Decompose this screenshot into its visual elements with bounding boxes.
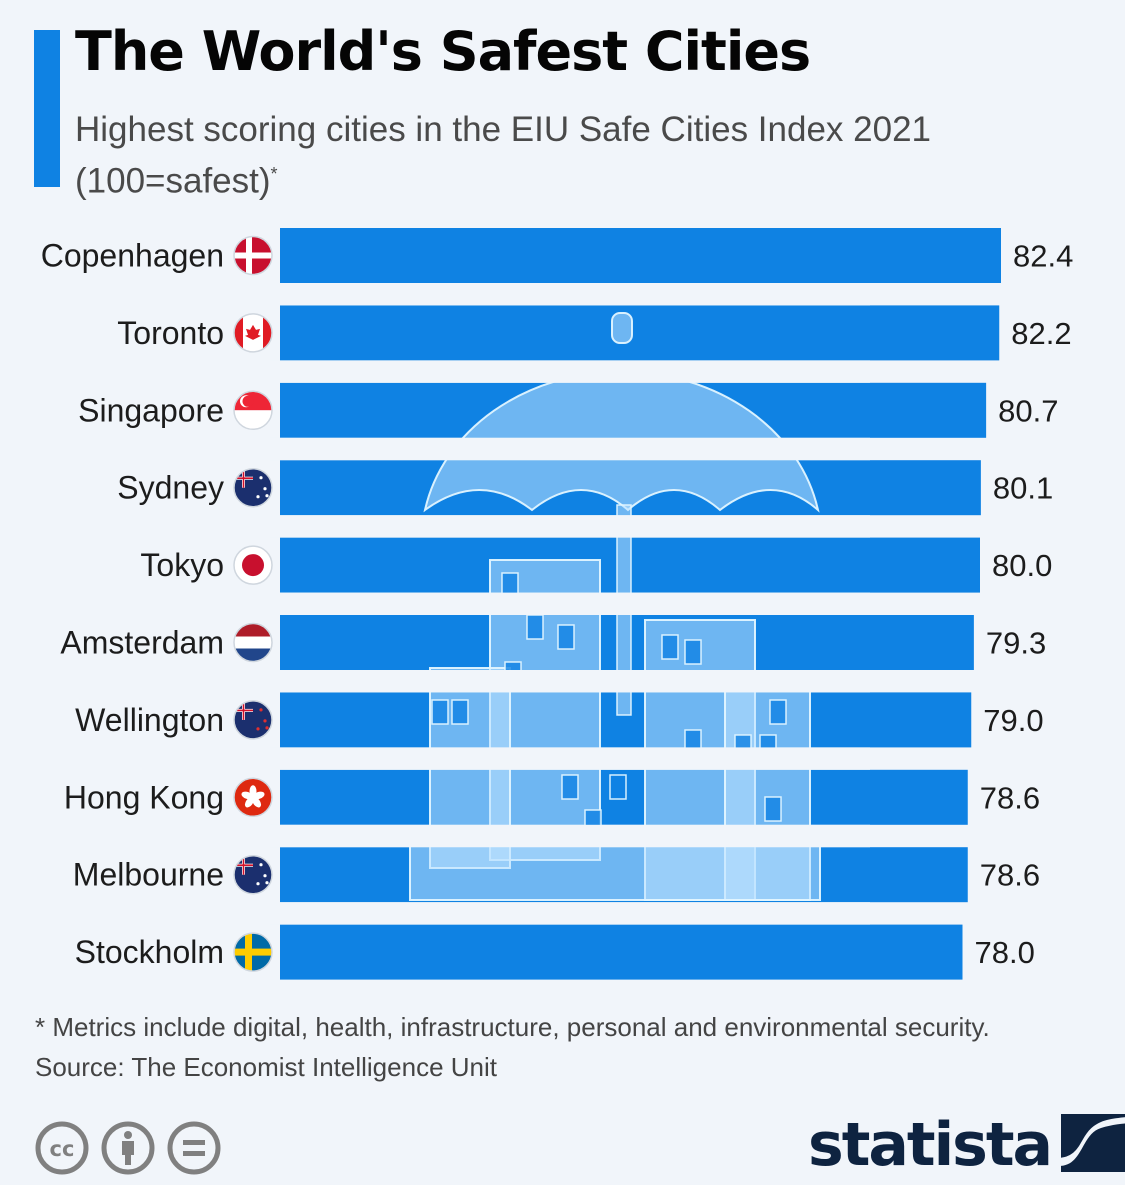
- singapore-flag-icon: [233, 390, 273, 431]
- category-label: Amsterdam: [60, 625, 224, 661]
- netherlands-flag-icon: [233, 622, 273, 663]
- hong-kong-flag-icon: [233, 777, 273, 818]
- value-label: 80.7: [998, 393, 1058, 428]
- australia-flag-icon: [233, 467, 273, 508]
- statista-wave-icon: [1059, 1114, 1125, 1176]
- svg-text:cc: cc: [50, 1137, 75, 1161]
- labels-layer: Copenhagen 82.4 Toronto 82.2 Singapore 80.7 Sy…: [41, 235, 1073, 972]
- subtitle-line-1: Highest scoring cities in the EIU Safe C…: [75, 110, 931, 149]
- value-label: 82.4: [1013, 239, 1073, 274]
- category-label: Stockholm: [75, 934, 224, 970]
- category-label: Sydney: [117, 470, 224, 506]
- logo-text: statista: [808, 1110, 1053, 1180]
- cc-icon[interactable]: cc: [34, 1120, 90, 1176]
- license-icons: cc: [34, 1120, 222, 1176]
- chart-title: The World's Safest Cities: [75, 20, 811, 83]
- category-label: Tokyo: [140, 547, 224, 583]
- attribution-icon[interactable]: [100, 1120, 156, 1176]
- category-label: Hong Kong: [64, 779, 224, 815]
- new-zealand-flag-icon: [233, 700, 273, 740]
- value-label: 80.1: [993, 471, 1053, 506]
- subtitle-footnote-marker: *: [270, 164, 278, 184]
- category-label: Wellington: [75, 702, 224, 738]
- subtitle-line-2: (100=safest): [75, 161, 271, 201]
- bar-chart: Copenhagen 82.4 Toronto 82.2 Singapore 80.7 Sy…: [41, 228, 1073, 980]
- value-label: 78.6: [980, 780, 1040, 815]
- source-note: Source: The Economist Intelligence Unit: [35, 1052, 497, 1082]
- category-label: Copenhagen: [41, 238, 224, 274]
- category-label: Toronto: [117, 315, 224, 351]
- value-label: 82.2: [1011, 316, 1071, 351]
- no-derivatives-icon[interactable]: [166, 1120, 222, 1176]
- value-label: 78.6: [980, 858, 1040, 893]
- bar-toronto: [280, 305, 1000, 361]
- japan-flag-icon: [233, 545, 273, 585]
- value-label: 78.0: [975, 935, 1035, 970]
- chart-subtitle: Highest scoring cities in the EIU Safe C…: [75, 108, 1035, 204]
- value-label: 79.3: [986, 626, 1046, 661]
- sweden-flag-icon: [233, 932, 273, 972]
- row-gaps: [270, 283, 870, 925]
- canada-flag-icon: [233, 313, 273, 353]
- footnote: * Metrics include digital, health, infra…: [35, 1012, 990, 1042]
- bar-copenhagen: [280, 228, 1001, 283]
- category-label: Melbourne: [73, 857, 224, 893]
- statista-logo[interactable]: statista: [808, 1110, 1125, 1180]
- australia-flag-icon: [233, 854, 273, 895]
- bar-stockholm: [280, 924, 963, 980]
- category-label: Singapore: [78, 392, 224, 428]
- title-accent-bar: [34, 30, 60, 187]
- denmark-flag-icon: [233, 235, 273, 276]
- value-label: 80.0: [992, 548, 1052, 583]
- value-label: 79.0: [983, 703, 1043, 738]
